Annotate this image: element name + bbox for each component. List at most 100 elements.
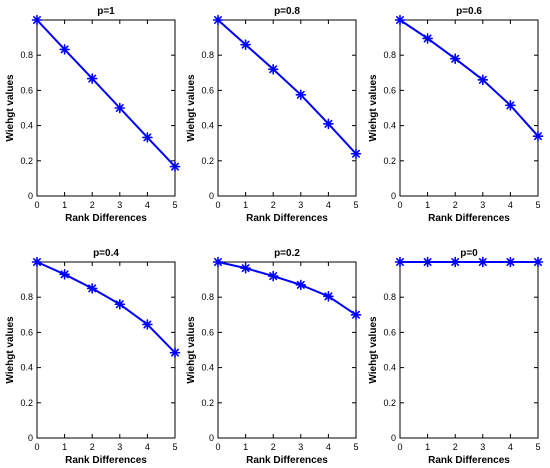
marker-stroke <box>506 258 515 266</box>
chart-panel-6: 0 1 2 3 4 5 0 0.2 0.4 0.6 0.8 p=0 Rank Differences Wi… <box>368 248 544 466</box>
marker-stroke <box>352 310 360 319</box>
marker-stroke <box>88 284 97 293</box>
data-point-marker <box>240 262 251 274</box>
chart-title: p=0 <box>460 248 478 259</box>
data-point-marker <box>295 279 307 291</box>
y-tick-label: 0.4 <box>201 121 214 131</box>
y-tick-label: 0.2 <box>201 156 214 166</box>
y-tick-label: 0 <box>209 191 214 201</box>
x-tick-label: 4 <box>508 200 513 210</box>
x-tick-label: 3 <box>298 442 303 452</box>
x-tick-label: 3 <box>480 200 485 210</box>
marker-stroke <box>88 74 97 83</box>
x-tick-label: 5 <box>353 442 358 452</box>
plot-area-frame <box>217 261 357 439</box>
data-point-marker <box>59 269 70 280</box>
data-point-marker <box>350 309 362 321</box>
data-point-marker <box>477 256 489 268</box>
marker-stroke <box>269 65 278 74</box>
y-tick-label: 0.6 <box>20 85 33 95</box>
chart-panel-4: 0 1 2 3 4 5 0 0.2 0.4 0.6 0.8 p=0.4 Rank Differences… <box>5 248 181 466</box>
x-tick-label: 1 <box>243 200 248 210</box>
marker-stroke <box>423 258 432 266</box>
series-line <box>217 261 357 316</box>
x-tick-label: 3 <box>298 200 303 210</box>
x-tick-label: 3 <box>117 442 122 452</box>
x-tick-label: 0 <box>215 442 220 452</box>
data-point-marker <box>295 89 307 101</box>
data-point-marker <box>532 256 544 268</box>
marker-stroke <box>423 34 432 43</box>
data-point-marker <box>532 130 544 142</box>
data-point-marker <box>422 256 433 268</box>
data-point-marker <box>449 256 461 268</box>
x-tick-label: 5 <box>535 442 540 452</box>
marker-stroke <box>214 258 222 266</box>
x-tick-label: 1 <box>62 200 67 210</box>
x-axis-label: Rank Differences <box>65 455 147 466</box>
marker-stroke <box>296 90 305 99</box>
x-tick-label: 4 <box>326 442 331 452</box>
y-axis-label: Wiehgt values <box>5 316 16 384</box>
marker-stroke <box>33 258 41 266</box>
x-tick-label: 1 <box>425 442 430 452</box>
x-tick-label: 3 <box>480 442 485 452</box>
y-tick-label: 0.8 <box>201 292 214 302</box>
x-axis-label: Rank Differences <box>428 455 510 466</box>
data-point-marker <box>394 14 406 26</box>
marker-stroke <box>396 258 404 266</box>
x-axis-label: Rank Differences <box>65 213 147 224</box>
data-point-marker <box>86 283 98 294</box>
plot-area-frame <box>36 19 176 197</box>
chart-title: p=0.8 <box>274 6 300 17</box>
y-tick-label: 0 <box>209 433 214 443</box>
data-point-marker <box>505 256 516 268</box>
y-axis-label: Wiehgt values <box>368 74 379 142</box>
y-axis-label: Wiehgt values <box>5 74 16 142</box>
series-line <box>36 261 176 354</box>
marker-stroke <box>269 272 278 281</box>
marker-stroke <box>534 258 542 266</box>
marker-stroke <box>115 300 124 309</box>
x-tick-label: 2 <box>90 442 95 452</box>
marker-stroke <box>115 104 124 112</box>
y-tick-label: 0.6 <box>20 327 33 337</box>
data-point-marker <box>59 44 70 55</box>
y-tick-label: 0 <box>28 433 33 443</box>
marker-stroke <box>143 320 152 329</box>
y-tick-label: 0.4 <box>201 363 214 373</box>
x-tick-label: 4 <box>145 200 150 210</box>
series-line <box>36 19 176 168</box>
plot-area-frame <box>399 261 539 439</box>
data-point-marker <box>212 14 224 26</box>
y-tick-label: 0.6 <box>383 85 396 95</box>
x-tick-label: 2 <box>453 442 458 452</box>
chart-panel-3: 0 1 2 3 4 5 0 0.2 0.4 0.6 0.8 p=0.6 Rank Differences… <box>368 6 544 224</box>
x-tick-label: 2 <box>271 200 276 210</box>
y-tick-label: 0.8 <box>383 292 396 302</box>
marker-stroke <box>534 132 542 141</box>
x-tick-label: 0 <box>397 200 402 210</box>
marker-stroke <box>241 264 250 273</box>
x-tick-label: 3 <box>117 200 122 210</box>
x-tick-label: 5 <box>172 200 177 210</box>
marker-stroke <box>478 258 487 266</box>
marker-stroke <box>396 16 404 24</box>
y-tick-label: 0.2 <box>20 156 33 166</box>
x-tick-label: 0 <box>34 442 39 452</box>
data-point-marker <box>267 270 279 282</box>
y-tick-label: 0.6 <box>201 327 214 337</box>
data-point-marker <box>449 53 461 65</box>
marker-stroke <box>451 258 460 266</box>
x-tick-label: 2 <box>453 200 458 210</box>
marker-stroke <box>506 101 515 110</box>
data-point-marker <box>422 33 433 44</box>
data-point-marker <box>142 319 153 330</box>
y-axis-label: Wiehgt values <box>368 316 379 384</box>
data-point-marker <box>212 256 224 268</box>
y-tick-label: 0.6 <box>201 85 214 95</box>
data-point-marker <box>323 291 334 302</box>
marker-stroke <box>171 162 179 171</box>
x-tick-label: 0 <box>397 442 402 452</box>
